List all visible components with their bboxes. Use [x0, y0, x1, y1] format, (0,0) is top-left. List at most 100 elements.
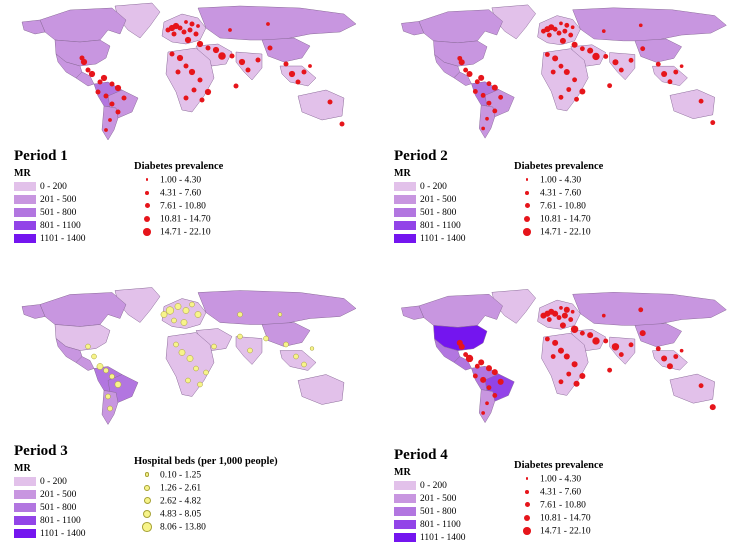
world-map: [0, 284, 370, 430]
diabetes-symbol: [655, 346, 661, 352]
region-ru: [197, 5, 357, 41]
diabetes-symbol: [491, 369, 498, 376]
diabetes-symbol: [618, 352, 624, 357]
hospital-beds-symbol: [182, 307, 190, 314]
region-au: [297, 89, 345, 121]
mr-legend-item: 0 - 200: [14, 182, 67, 193]
indicator-legend-item: 1.00 - 4.30: [520, 175, 581, 186]
indicator-legend-item: 8.06 - 13.80: [140, 522, 206, 533]
panel-period-2: Period 2 MR 0 - 200 201 - 500 501 - 800 801…: [380, 0, 740, 269]
hospital-beds-symbol: [140, 470, 154, 481]
diabetes-symbol: [566, 87, 572, 92]
diabetes-symbol: [709, 404, 716, 411]
indicator-legend-label: 4.31 - 7.60: [540, 188, 582, 199]
mr-legend-item: 801 - 1100: [394, 520, 461, 531]
world-map: [380, 286, 740, 428]
diabetes-symbol: [466, 70, 473, 77]
diabetes-symbol: [212, 46, 220, 54]
mr-legend-title: MR: [14, 168, 31, 179]
mr-swatch: [14, 529, 36, 539]
diabetes-symbol: [183, 63, 189, 69]
hospital-beds-symbol: [140, 483, 154, 494]
diabetes-symbol: [188, 68, 196, 76]
mr-legend-title: MR: [394, 168, 411, 179]
hospital-beds-symbol: [140, 509, 154, 520]
diabetes-symbol: [100, 74, 108, 82]
diabetes-symbol: [339, 121, 345, 127]
diabetes-symbol: [191, 87, 197, 93]
diabetes-symbol: [196, 24, 200, 28]
indicator-legend-item: 10.81 - 14.70: [520, 513, 591, 524]
diabetes-symbol: [481, 126, 485, 131]
diabetes-symbol: [552, 310, 559, 317]
diabetes-symbol: [458, 343, 465, 350]
hospital-beds-symbol: [194, 311, 202, 318]
mr-legend-label: 801 - 1100: [420, 221, 461, 231]
region-na: [401, 305, 425, 320]
diabetes-symbol: [571, 361, 578, 368]
diabetes-symbol: [181, 29, 187, 35]
hospital-beds-symbol: [237, 311, 243, 318]
indicator-legend-label: 10.81 - 14.70: [160, 214, 211, 225]
mr-legend-label: 1101 - 1400: [420, 533, 466, 543]
region-na: [21, 304, 46, 319]
hospital-beds-symbol: [105, 393, 111, 400]
mr-legend-title: MR: [14, 463, 31, 474]
diabetes-symbol: [97, 79, 103, 85]
indicator-legend-item: 2.62 - 4.82: [140, 496, 201, 507]
diabetes-symbol: [607, 83, 613, 89]
diabetes-symbol: [640, 46, 646, 52]
indicator-legend-label: 7.61 - 10.80: [160, 201, 206, 212]
diabetes-symbol: [520, 474, 534, 485]
indicator-legend-label: 10.81 - 14.70: [540, 513, 591, 524]
hospital-beds-symbol: [237, 333, 243, 340]
diabetes-symbol: [679, 64, 684, 69]
diabetes-symbol: [550, 354, 556, 359]
indicator-legend-label: 7.61 - 10.80: [540, 500, 586, 511]
hospital-beds-symbol: [247, 347, 253, 354]
period-title: Period 2: [394, 148, 448, 164]
diabetes-symbol: [559, 306, 563, 310]
diabetes-symbol: [561, 312, 568, 319]
diabetes-symbol: [472, 89, 478, 94]
diabetes-symbol: [474, 363, 480, 369]
diabetes-symbol: [171, 31, 177, 37]
mr-legend-item: 201 - 500: [14, 195, 76, 206]
diabetes-symbol: [552, 339, 559, 346]
diabetes-symbol: [176, 54, 184, 62]
diabetes-symbol: [140, 175, 154, 186]
diabetes-symbol: [558, 94, 564, 100]
diabetes-symbol: [255, 57, 261, 63]
mr-legend-item: 801 - 1100: [14, 516, 81, 527]
mr-swatch: [14, 490, 36, 500]
diabetes-symbol: [655, 61, 661, 67]
diabetes-symbol: [485, 365, 492, 372]
diabetes-symbol: [520, 487, 534, 498]
region-cn: [634, 323, 682, 348]
hospital-beds-symbol: [283, 341, 289, 348]
mr-legend-item: 1101 - 1400: [394, 234, 466, 245]
diabetes-symbol: [205, 45, 211, 51]
diabetes-symbol: [573, 380, 580, 387]
mr-legend-label: 1101 - 1400: [420, 234, 466, 244]
hospital-beds-symbol: [277, 312, 283, 317]
indicator-legend-item: 4.31 - 7.60: [520, 188, 581, 199]
diabetes-symbol: [140, 214, 154, 225]
diabetes-symbol: [486, 100, 492, 106]
mr-legend-item: 1101 - 1400: [394, 533, 466, 544]
diabetes-symbol: [564, 22, 570, 28]
diabetes-symbol: [559, 37, 566, 44]
diabetes-symbol: [189, 21, 195, 27]
diabetes-symbol: [196, 40, 204, 48]
region-ca_am: [75, 356, 95, 371]
diabetes-symbol: [85, 67, 91, 73]
diabetes-symbol: [88, 70, 96, 78]
region-au: [669, 373, 715, 404]
diabetes-symbol: [673, 354, 679, 359]
diabetes-symbol: [520, 526, 534, 537]
diabetes-symbol: [245, 67, 251, 73]
mr-legend-label: 801 - 1100: [420, 520, 461, 530]
diabetes-symbol: [229, 53, 235, 59]
diabetes-symbol: [204, 88, 212, 96]
hospital-beds-symbol: [178, 349, 186, 356]
